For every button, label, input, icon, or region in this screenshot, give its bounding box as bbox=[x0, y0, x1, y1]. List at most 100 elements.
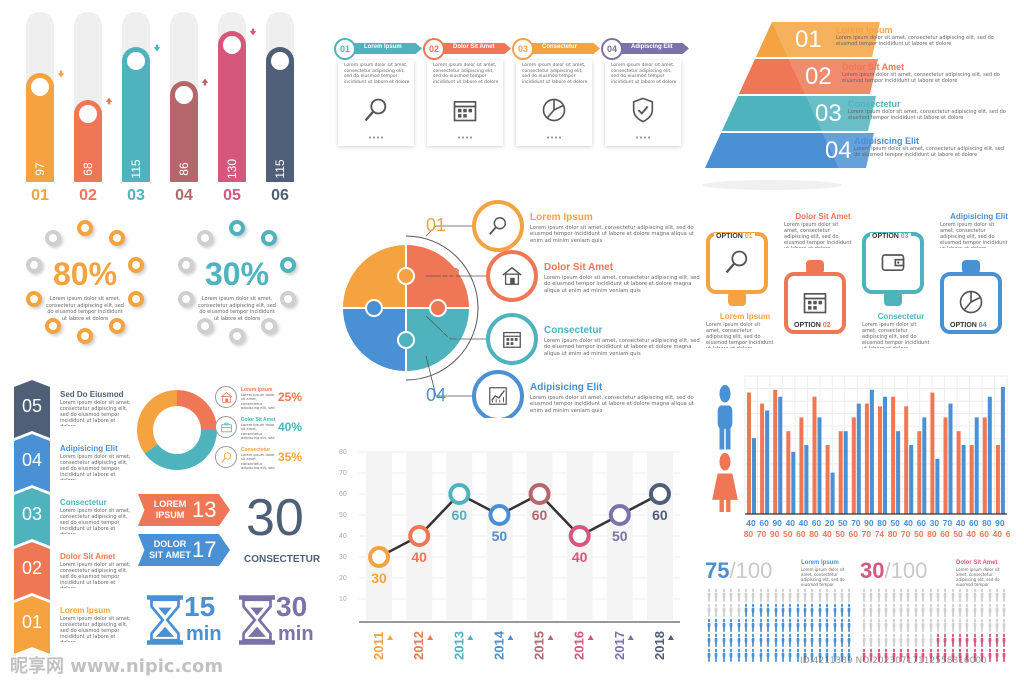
people-grid bbox=[705, 588, 853, 663]
pyramid-number: 01 bbox=[795, 26, 822, 53]
person-icon bbox=[722, 648, 726, 662]
line-chart-x-arrow bbox=[547, 635, 554, 640]
person-icon bbox=[995, 648, 999, 662]
person-icon bbox=[766, 588, 770, 602]
arrow-number: 01 bbox=[21, 612, 43, 632]
puzzle-knob bbox=[429, 299, 447, 317]
person-icon bbox=[840, 603, 844, 617]
person-icon bbox=[811, 618, 814, 632]
person-icon bbox=[966, 618, 969, 632]
step-card: Lorem ipsum dolor sit amet, consectetur … bbox=[338, 60, 414, 146]
donut-legend-title: Consectetur bbox=[241, 447, 271, 453]
step-dots bbox=[457, 136, 473, 139]
person-icon bbox=[811, 588, 814, 602]
bar-category-label: 06 bbox=[271, 187, 289, 204]
puzzle-description: Lorem ipsum dolor sit amet, consectetur … bbox=[530, 395, 694, 414]
person-icon bbox=[744, 633, 748, 647]
person-icon bbox=[737, 618, 740, 632]
person-icon bbox=[825, 648, 829, 662]
gender-chart-top-label: 30 bbox=[930, 518, 940, 528]
bar-fill: 130 bbox=[218, 31, 246, 182]
gender-chart-bottom-label: 60 bbox=[980, 529, 990, 539]
person-icon bbox=[907, 648, 910, 662]
person-icon bbox=[707, 588, 711, 602]
person-icon bbox=[951, 603, 955, 617]
bar-fill: 115 bbox=[266, 47, 294, 182]
gender-chart-bar-female bbox=[799, 417, 804, 514]
step-icon-box bbox=[362, 96, 390, 129]
person-icon bbox=[980, 648, 984, 662]
person-icon bbox=[988, 633, 991, 647]
woman-icon bbox=[712, 452, 738, 512]
line-chart-y-tick: 10 bbox=[339, 596, 347, 603]
gender-chart-bar-male bbox=[804, 445, 809, 514]
person-icon bbox=[936, 588, 940, 602]
gender-chart-bar-female bbox=[878, 406, 882, 514]
pyramid-title: Dolor Sit Amet bbox=[842, 62, 905, 72]
percent-ring-dot bbox=[260, 317, 277, 334]
step-number-badge: 02 bbox=[423, 38, 445, 60]
person-icon bbox=[715, 603, 718, 617]
gender-chart-top-label: 60 bbox=[969, 518, 979, 528]
person-icon bbox=[774, 588, 777, 602]
gender-chart-top-label: 60 bbox=[759, 518, 769, 528]
person-icon bbox=[848, 618, 851, 632]
bar-category-label: 04 bbox=[175, 187, 193, 204]
arrow-description: Lorem ipsum dolor sit amet, consectetur … bbox=[60, 508, 131, 534]
person-icon bbox=[862, 603, 866, 617]
person-icon bbox=[781, 633, 785, 647]
person-icon bbox=[921, 618, 925, 632]
puzzle-piece bbox=[340, 307, 407, 374]
bar-track: 115 bbox=[122, 12, 150, 182]
person-icon bbox=[818, 633, 822, 647]
gender-chart-bar-male bbox=[856, 403, 861, 514]
person-icon bbox=[729, 618, 733, 632]
bar-fill: 86 bbox=[170, 81, 198, 182]
person-icon bbox=[825, 618, 829, 632]
person-icon bbox=[759, 648, 763, 662]
person-icon bbox=[729, 633, 733, 647]
person-icon bbox=[995, 603, 999, 617]
bar-knob bbox=[175, 86, 193, 104]
bar-category-label: 02 bbox=[79, 187, 97, 204]
arrow-chevron bbox=[14, 596, 50, 654]
donut-legend-icon-ring bbox=[215, 386, 237, 408]
person-icon bbox=[958, 588, 962, 602]
donut-legend-description: Lorem ipsum dolor sit amet, consectetur … bbox=[241, 453, 275, 471]
arrow-number: 04 bbox=[21, 450, 43, 470]
option-label-number: 02 bbox=[822, 322, 831, 329]
people-container: 75/100 Lorem Ipsum Lorem ipsum dolor sit a… bbox=[705, 558, 1010, 668]
pyramid-description: Lorem ipsum dolor sit amet, consectetur … bbox=[848, 109, 1006, 121]
person-icon bbox=[980, 618, 984, 632]
bar-knob bbox=[127, 52, 145, 70]
person-icon bbox=[788, 648, 792, 662]
person-icon bbox=[788, 588, 792, 602]
wallet-icon bbox=[881, 254, 905, 271]
line-chart-y-tick: 20 bbox=[339, 575, 347, 582]
step-icon-box bbox=[451, 96, 479, 129]
arrow-chevron bbox=[14, 542, 50, 600]
person-icon bbox=[707, 633, 711, 647]
line-chart-point bbox=[568, 525, 591, 547]
person-icon bbox=[848, 633, 851, 647]
step-number-badge: 04 bbox=[601, 38, 623, 60]
gender-chart-bar-female bbox=[956, 431, 961, 514]
person-icon bbox=[833, 603, 836, 617]
puzzle-connector bbox=[425, 355, 476, 397]
watermark-left: 昵享网 www.nipic.com bbox=[10, 656, 224, 677]
tags-infographic: LOREM IPSUM 13 DOLOR SIT AMET 17 30 CONSECTETUR bbox=[138, 489, 323, 572]
timer-value: 30 bbox=[276, 591, 308, 622]
arrow-title: Lorem Ipsum bbox=[60, 606, 111, 615]
line-chart-column-band bbox=[526, 452, 553, 620]
person-icon bbox=[988, 603, 991, 617]
line-chart-point bbox=[408, 525, 431, 547]
person-icon bbox=[884, 633, 888, 647]
puzzle-description: Lorem ipsum dolor sit amet, consectetur … bbox=[544, 338, 700, 357]
puzzle-knob bbox=[397, 267, 415, 285]
percent-ring-dot bbox=[128, 290, 145, 307]
magnifier-icon bbox=[364, 98, 387, 122]
line-chart-point bbox=[648, 483, 671, 505]
line-chart-data-label: 50 bbox=[492, 528, 508, 544]
person-icon bbox=[825, 588, 829, 602]
gender-chart-top-label: 80 bbox=[982, 518, 992, 528]
